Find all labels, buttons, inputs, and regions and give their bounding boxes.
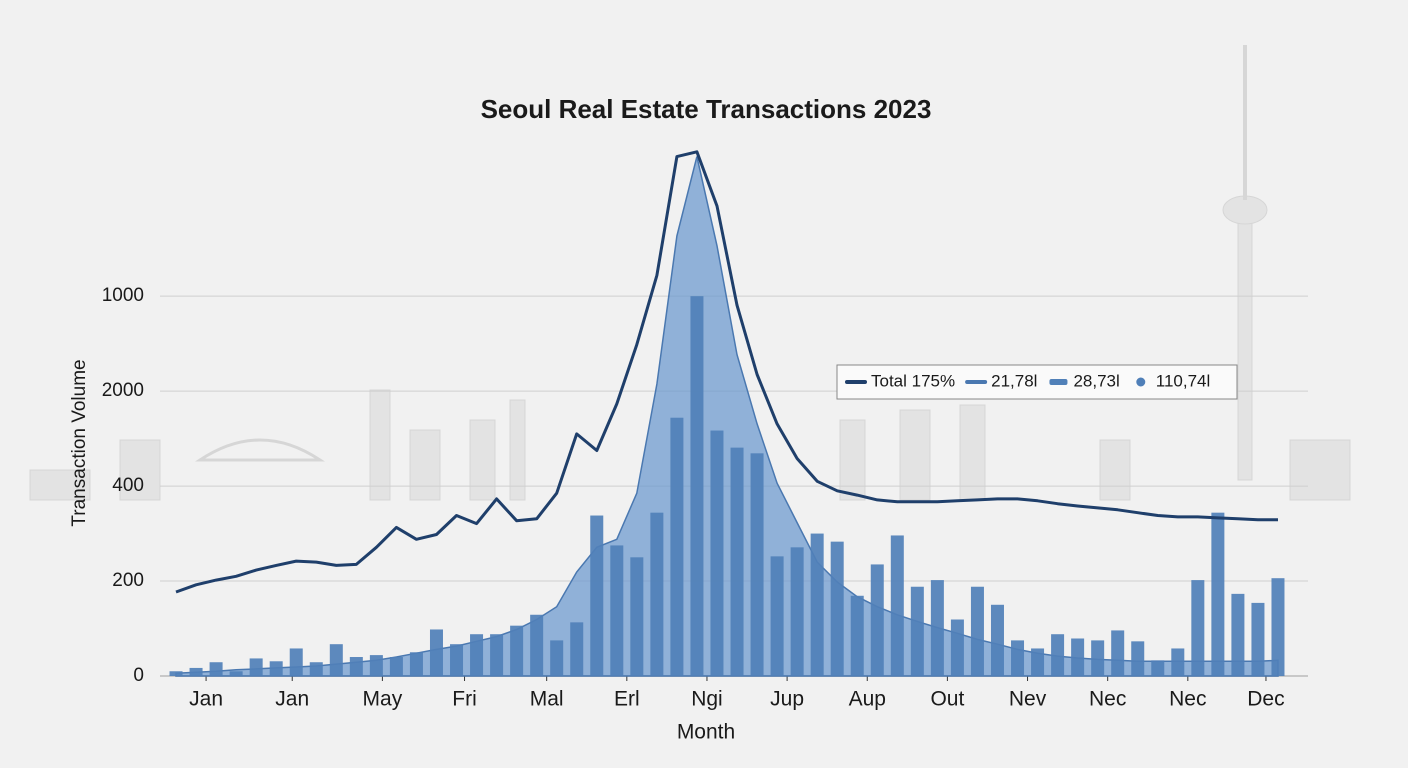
bar — [630, 557, 644, 676]
y-tick-label: 0 — [133, 665, 144, 686]
bar — [690, 296, 704, 676]
bar — [1031, 648, 1045, 676]
legend-label: Total 175% — [871, 371, 955, 390]
bar — [349, 657, 363, 676]
bar — [1071, 638, 1085, 676]
area — [175, 156, 1279, 677]
x-axis-label: Month — [677, 721, 735, 744]
x-tick-label: Jan — [275, 688, 309, 711]
bar — [770, 556, 784, 676]
bar — [1091, 640, 1105, 676]
x-tick-label: Erl — [614, 688, 640, 711]
bar — [249, 658, 263, 676]
y-tick-label: 2000 — [102, 380, 144, 401]
legend-marker — [1136, 377, 1146, 387]
line — [175, 150, 1278, 594]
bar — [710, 430, 724, 676]
bar — [169, 671, 183, 676]
bar — [790, 547, 804, 676]
bar — [1051, 634, 1065, 676]
y-tick-label: 200 — [112, 570, 144, 591]
x-tick-label: Nev — [1009, 688, 1047, 711]
bar — [1151, 660, 1165, 676]
bar — [369, 655, 383, 676]
bar — [189, 667, 203, 676]
x-tick-label: Nec — [1169, 688, 1206, 711]
x-tick-label: Ngi — [691, 688, 723, 711]
bar — [1131, 641, 1145, 676]
legend-marker — [1049, 379, 1068, 385]
bar — [510, 625, 524, 676]
bar — [490, 634, 504, 676]
bar — [670, 417, 684, 676]
x-tick-label: Aup — [849, 688, 886, 711]
bar — [229, 671, 243, 676]
bar — [309, 662, 323, 676]
bar — [890, 535, 904, 676]
bar — [389, 657, 403, 676]
bar — [570, 622, 584, 676]
bar — [810, 533, 824, 676]
bar — [429, 629, 443, 676]
x-tick-label: Fri — [452, 688, 477, 711]
x-tick-label: Jan — [189, 688, 223, 711]
x-tick-label: Out — [930, 688, 964, 711]
bar — [1211, 512, 1225, 676]
legend-label: 21,78l — [991, 371, 1037, 390]
x-tick-label: May — [363, 688, 403, 711]
bar — [1011, 640, 1025, 676]
skyline-decoration — [29, 45, 1351, 501]
bar — [409, 652, 423, 676]
bar — [289, 648, 303, 676]
bar — [329, 644, 343, 676]
bar — [930, 580, 944, 676]
legend-label: 110,74l — [1156, 371, 1211, 390]
y-tick-label: 400 — [112, 475, 144, 496]
chart-title: Seoul Real Estate Transactions 2023 — [481, 94, 932, 124]
bar — [590, 515, 604, 676]
y-tick-label: 1000 — [102, 285, 144, 306]
bar — [850, 595, 864, 676]
bar — [1191, 580, 1205, 676]
x-tick-label: Mal — [530, 688, 564, 711]
bar — [610, 545, 624, 676]
x-tick-label: Nec — [1089, 688, 1126, 711]
bar — [1111, 630, 1125, 676]
bar — [950, 619, 964, 676]
x-tick-label: Jup — [770, 688, 804, 711]
bar — [1171, 648, 1185, 676]
bar — [530, 614, 544, 676]
bar — [550, 640, 564, 676]
bar — [209, 662, 223, 676]
x-tick-label: Dec — [1247, 688, 1284, 711]
bar — [990, 604, 1004, 676]
y-axis-label: Transaction Volume — [69, 359, 90, 526]
bar — [450, 644, 464, 676]
bar — [1251, 602, 1265, 676]
bar — [730, 447, 744, 676]
bar — [269, 661, 283, 676]
legend-label: 28,73l — [1073, 371, 1119, 390]
bar — [650, 512, 664, 676]
bar — [1271, 578, 1285, 676]
bar — [470, 634, 484, 676]
bar — [910, 586, 924, 676]
bar — [830, 541, 844, 676]
bar — [970, 586, 984, 676]
bar — [870, 564, 884, 676]
bar — [750, 453, 764, 676]
legend — [836, 364, 1238, 400]
bar — [1231, 593, 1245, 676]
